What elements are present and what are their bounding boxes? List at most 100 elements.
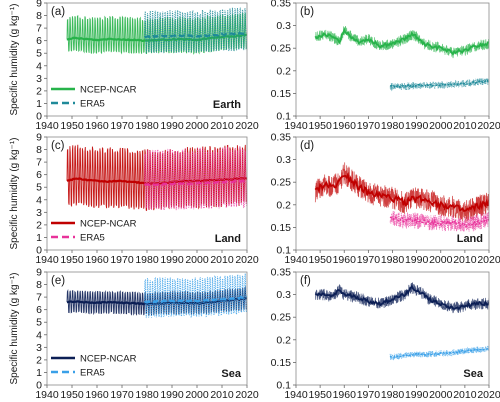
y-tick-label: 5: [36, 317, 42, 329]
seasonal-line: [144, 146, 247, 211]
x-tick-label: 1990: [405, 254, 429, 266]
mean-line: [144, 31, 247, 39]
x-tick-label: 1990: [405, 389, 429, 401]
region-label: Land: [215, 233, 241, 245]
x-tick-label: 1950: [60, 120, 84, 132]
x-tick-label: 1970: [110, 120, 134, 132]
x-tick-label: 2020: [235, 389, 259, 401]
plot-frame: [295, 271, 490, 386]
legend: NCEP-NCAR ERA5: [51, 85, 137, 110]
monthly-line: [314, 162, 489, 223]
y-tick-label: 6: [36, 35, 42, 47]
panel-f: 0.1 0.15 0.2 0.25 0.3 0.35 1940 1950 1960 1970 198…: [271, 267, 500, 402]
y-tick-label: 0.25: [271, 177, 292, 189]
x-tick-label: 1990: [160, 254, 184, 266]
y-tick-label: 4: [36, 194, 42, 206]
panel-label: (c): [51, 140, 65, 152]
panel-label: (a): [51, 6, 65, 18]
x-tick-label: 1960: [85, 254, 109, 266]
series-era5: [389, 77, 489, 92]
x-tick-label: 1940: [284, 254, 308, 266]
mean-line: [144, 295, 247, 304]
y-tick-label: 0.15: [271, 357, 292, 369]
panel-label: (f): [300, 275, 311, 287]
y-tick-label: 3: [36, 73, 42, 85]
plot-area: [66, 273, 247, 319]
y-tick-label: 8: [36, 279, 42, 291]
x-tick-label: 1980: [135, 120, 159, 132]
plot-area: [314, 25, 489, 92]
x-tick-label: 2010: [453, 120, 477, 132]
plot-area: [314, 282, 489, 361]
y-tick-label: 5: [36, 48, 42, 60]
x-tick-label: 2020: [235, 120, 259, 132]
x-tick-label: 1990: [160, 120, 184, 132]
x-tick-label: 1950: [60, 389, 84, 401]
x-tick-label: 1960: [333, 254, 357, 266]
y-tick-label: 1: [36, 367, 42, 379]
y-axis-label: Specific humidity (g kg⁻¹): [9, 4, 20, 116]
y-tick-label: 1: [36, 98, 42, 110]
x-tick-label: 2000: [185, 389, 209, 401]
x-tick-label: 2010: [453, 254, 477, 266]
y-tick-label: 0.2: [276, 334, 291, 346]
seasonal-line: [144, 273, 247, 319]
y-tick-label: 7: [36, 23, 42, 35]
series-ncep-ncar: [314, 25, 489, 59]
x-tick-label: 1980: [381, 389, 405, 401]
legend-label: ERA5: [80, 233, 105, 244]
y-tick-label: 0.1: [276, 245, 291, 257]
x-tick-label: 1980: [135, 254, 159, 266]
mean-line: [66, 33, 247, 43]
x-tick-label: 1950: [308, 120, 332, 132]
y-tick-label: 4: [36, 329, 42, 341]
x-tick-label: 1940: [35, 389, 59, 401]
y-tick-label: 1: [36, 232, 42, 244]
y-tick-label: 0.35: [271, 132, 292, 144]
x-tick-label: 1970: [357, 254, 381, 266]
plot-area: [66, 144, 247, 212]
y-tick-label: 0.1: [276, 380, 291, 392]
y-tick-label: 9: [36, 0, 42, 10]
x-tick-label: 1950: [308, 254, 332, 266]
x-tick-label: 1990: [405, 120, 429, 132]
mean-line: [314, 27, 489, 56]
x-tick-label: 1960: [333, 389, 357, 401]
panel-label: (b): [300, 6, 314, 18]
y-tick-label: 0.35: [271, 267, 292, 279]
legend-label: ERA5: [80, 368, 105, 379]
y-tick-label: 0.25: [271, 43, 292, 55]
x-tick-label: 1960: [333, 120, 357, 132]
y-axis-label: Specific humidity (g kg⁻¹): [9, 273, 20, 385]
x-tick-label: 2020: [477, 120, 500, 132]
x-tick-label: 1970: [110, 254, 134, 266]
y-tick-label: 0.15: [271, 222, 292, 234]
series-ncep-ncar: [314, 282, 489, 314]
panel-d: 0.1 0.15 0.2 0.25 0.3 0.35 1940 1950 1960 1970 198…: [271, 132, 500, 267]
plot-area: [314, 162, 489, 232]
x-tick-label: 1940: [35, 120, 59, 132]
x-tick-label: 1980: [135, 389, 159, 401]
y-axis-label: Specific humidity (g kg⁻¹): [9, 138, 20, 250]
x-tick-label: 1980: [381, 120, 405, 132]
y-tick-label: 0.25: [271, 312, 292, 324]
x-tick-label: 1960: [85, 120, 109, 132]
y-tick-label: 3: [36, 207, 42, 219]
series-era5: [144, 146, 247, 211]
mean-line: [314, 171, 489, 213]
x-tick-label: 1940: [284, 120, 308, 132]
region-label: Sea: [221, 368, 241, 380]
monthly-line: [389, 211, 489, 232]
monthly-line: [389, 345, 489, 361]
region-label: Land: [457, 233, 483, 245]
y-tick-label: 2: [36, 85, 42, 97]
y-tick-label: 8: [36, 10, 42, 22]
mean-line: [314, 284, 489, 311]
region-label: Earth: [213, 99, 241, 111]
series-era5: [389, 345, 489, 361]
x-tick-label: 1980: [381, 254, 405, 266]
x-tick-label: 2000: [429, 254, 453, 266]
